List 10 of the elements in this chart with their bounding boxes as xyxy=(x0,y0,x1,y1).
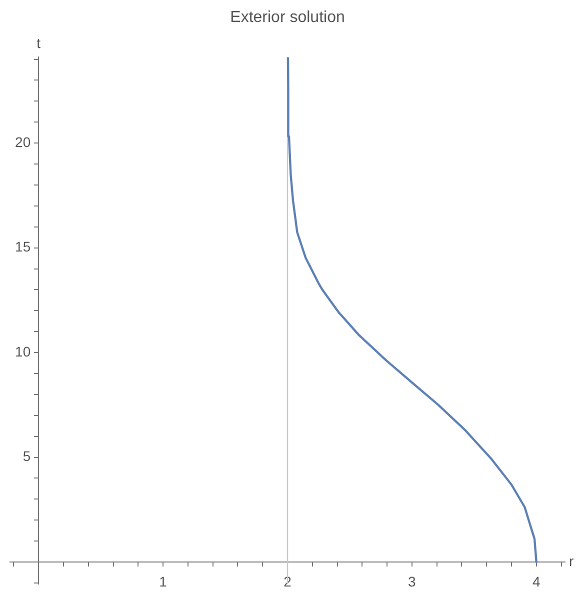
x-tick-label: 1 xyxy=(159,573,168,590)
x-tick-label: 4 xyxy=(532,573,540,590)
chart-title: Exterior solution xyxy=(230,9,345,26)
y-tick-label: 20 xyxy=(15,134,31,150)
x-axis-title: r xyxy=(569,552,574,569)
y-axis-title: t xyxy=(36,35,41,52)
y-tick-label: 5 xyxy=(22,448,31,464)
y-tick-label: 15 xyxy=(15,238,31,255)
y-tick-label: 10 xyxy=(15,343,31,360)
x-tick-label: 3 xyxy=(408,573,416,590)
